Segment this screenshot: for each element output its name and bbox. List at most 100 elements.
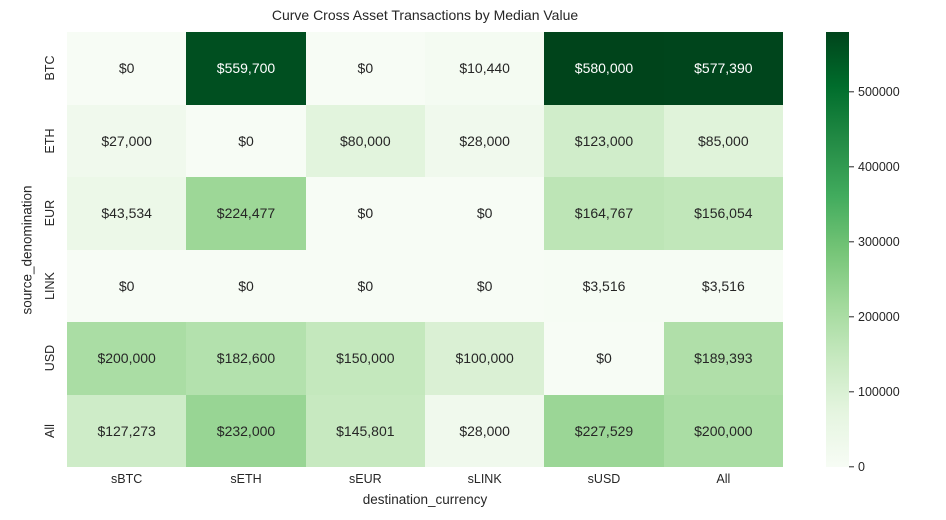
- heatmap-cell-All-sBTC: $127,273: [67, 394, 187, 467]
- colorbar-tick-label: 100000: [858, 385, 900, 399]
- cell-annotation: $232,000: [216, 422, 276, 439]
- heatmap-cell-EUR-sBTC: $43,534: [67, 177, 187, 250]
- heatmap-cell-EUR-sEUR: $0: [305, 177, 425, 250]
- x-axis-label: destination_currency: [362, 492, 488, 507]
- heatmap-cell-ETH-sUSD: $123,000: [544, 104, 664, 177]
- colorbar-tick-label: 0: [858, 460, 865, 474]
- cell-annotation: $43,534: [101, 205, 152, 222]
- heatmap-cell-USD-sEUR: $150,000: [305, 322, 425, 395]
- heatmap-cell-EUR-sUSD: $164,767: [544, 177, 664, 250]
- cell-annotation: $227,529: [574, 422, 634, 439]
- heatmap-cell-BTC-sEUR: $0: [305, 32, 425, 105]
- cell-annotation: $156,054: [694, 205, 753, 222]
- heatmap-cell-USD-sBTC: $200,000: [67, 322, 187, 395]
- cell-annotation: $0: [118, 60, 135, 77]
- colorbar-tick-label: 300000: [858, 235, 900, 249]
- cell-annotation: $559,700: [216, 60, 276, 77]
- cell-annotation: $127,273: [97, 422, 156, 439]
- cell-annotation: $0: [118, 277, 135, 294]
- heatmap-cell-All-sEUR: $145,801: [305, 394, 425, 467]
- heatmap-grid: $0 $559,700 $0 $10,440 $580,000 $577,390 $27,0…: [67, 32, 783, 467]
- chart-title: Curve Cross Asset Transactions by Median…: [271, 7, 579, 23]
- cell-annotation: $182,600: [216, 350, 276, 367]
- cell-annotation: $0: [238, 132, 254, 149]
- colorbar-tick-label: 500000: [858, 85, 900, 99]
- cell-annotation: $3,516: [701, 277, 745, 294]
- colorbar-tick-mark: [849, 316, 854, 318]
- heatmap-cell-LINK-All: $3,516: [663, 249, 783, 322]
- cell-annotation: $27,000: [101, 132, 152, 149]
- cell-annotation: $145,801: [336, 422, 395, 439]
- heatmap-cell-ETH-sETH: $0: [186, 104, 306, 177]
- cell-annotation: $123,000: [574, 132, 634, 149]
- x-tick-label-sEUR: sEUR: [349, 472, 382, 486]
- colorbar-tick-mark: [849, 91, 854, 93]
- x-tick-label-sLINK: sLINK: [467, 472, 502, 486]
- cell-annotation: $0: [476, 205, 493, 222]
- heatmap-cell-LINK-sEUR: $0: [305, 249, 425, 322]
- cell-annotation: $200,000: [694, 422, 753, 439]
- heatmap-cell-EUR-sLINK: $0: [425, 177, 545, 250]
- cell-annotation: $10,440: [459, 60, 510, 77]
- heatmap-cell-ETH-sBTC: $27,000: [67, 104, 187, 177]
- x-tick-label-All: All: [716, 472, 731, 486]
- heatmap-cell-All-All: $200,000: [663, 394, 783, 467]
- heatmap-cell-BTC-All: $577,390: [663, 32, 783, 105]
- cell-annotation: $150,000: [336, 350, 395, 367]
- x-tick-label-sETH: sETH: [230, 472, 262, 486]
- heatmap-cell-BTC-sUSD: $580,000: [544, 32, 664, 105]
- cell-annotation: $224,477: [216, 205, 276, 222]
- heatmap-cell-LINK-sETH: $0: [186, 249, 306, 322]
- heatmap-cell-USD-sUSD: $0: [544, 322, 664, 395]
- heatmap-cell-All-sLINK: $28,000: [425, 394, 545, 467]
- heatmap-cell-ETH-sLINK: $28,000: [425, 104, 545, 177]
- cell-annotation: $28,000: [459, 132, 510, 149]
- cell-annotation: $164,767: [574, 205, 634, 222]
- cell-annotation: $0: [357, 205, 374, 222]
- colorbar-tick-mark: [849, 166, 854, 168]
- heatmap-cell-All-sETH: $232,000: [186, 394, 306, 467]
- heatmap-cell-All-sUSD: $227,529: [544, 394, 664, 467]
- heatmap-cell-EUR-sETH: $224,477: [186, 177, 306, 250]
- heatmap-cell-LINK-sBTC: $0: [67, 249, 187, 322]
- colorbar-tick-label: 400000: [858, 160, 900, 174]
- y-axis-label: source_denomination: [19, 185, 35, 315]
- heatmap-cell-EUR-All: $156,054: [663, 177, 783, 250]
- heatmap-cell-LINK-sLINK: $0: [425, 249, 545, 322]
- cell-annotation: $0: [476, 277, 493, 294]
- heatmap-cell-ETH-sEUR: $80,000: [305, 104, 425, 177]
- cell-annotation: $189,393: [694, 350, 753, 367]
- heatmap-cell-USD-All: $189,393: [663, 322, 783, 395]
- cell-annotation: $28,000: [459, 422, 510, 439]
- heatmap-cell-BTC-sETH: $559,700: [186, 32, 306, 105]
- heatmap-cell-BTC-sBTC: $0: [67, 32, 187, 105]
- heatmap-cell-LINK-sUSD: $3,516: [544, 249, 664, 322]
- colorbar-tick-mark: [849, 241, 854, 243]
- colorbar-tick-mark: [849, 391, 854, 393]
- cell-annotation: $0: [357, 60, 374, 77]
- y-tick-label-EUR: EUR: [43, 200, 57, 227]
- cell-annotation: $200,000: [97, 350, 156, 367]
- y-tick-label-USD: USD: [43, 345, 57, 372]
- y-tick-label-ETH: ETH: [43, 128, 57, 154]
- heatmap-cell-USD-sETH: $182,600: [186, 322, 306, 395]
- heatmap-cell-USD-sLINK: $100,000: [425, 322, 545, 395]
- y-tick-label-All: All: [43, 423, 57, 438]
- cell-annotation: $0: [238, 277, 254, 294]
- x-tick-label-sBTC: sBTC: [111, 472, 143, 486]
- heatmap-cell-ETH-All: $85,000: [663, 104, 783, 177]
- colorbar-tick-label: 200000: [858, 310, 900, 324]
- cell-annotation: $0: [357, 277, 374, 294]
- cell-annotation: $85,000: [698, 132, 749, 149]
- cell-annotation: $577,390: [694, 60, 753, 77]
- y-tick-label-BTC: BTC: [43, 55, 57, 81]
- colorbar: [826, 32, 849, 467]
- cell-annotation: $0: [596, 350, 612, 367]
- x-tick-label-sUSD: sUSD: [587, 472, 621, 486]
- cell-annotation: $3,516: [582, 277, 626, 294]
- cell-annotation: $80,000: [340, 132, 391, 149]
- cell-annotation: $580,000: [574, 60, 634, 77]
- colorbar-tick-mark: [849, 466, 854, 468]
- y-tick-label-LINK: LINK: [43, 271, 57, 300]
